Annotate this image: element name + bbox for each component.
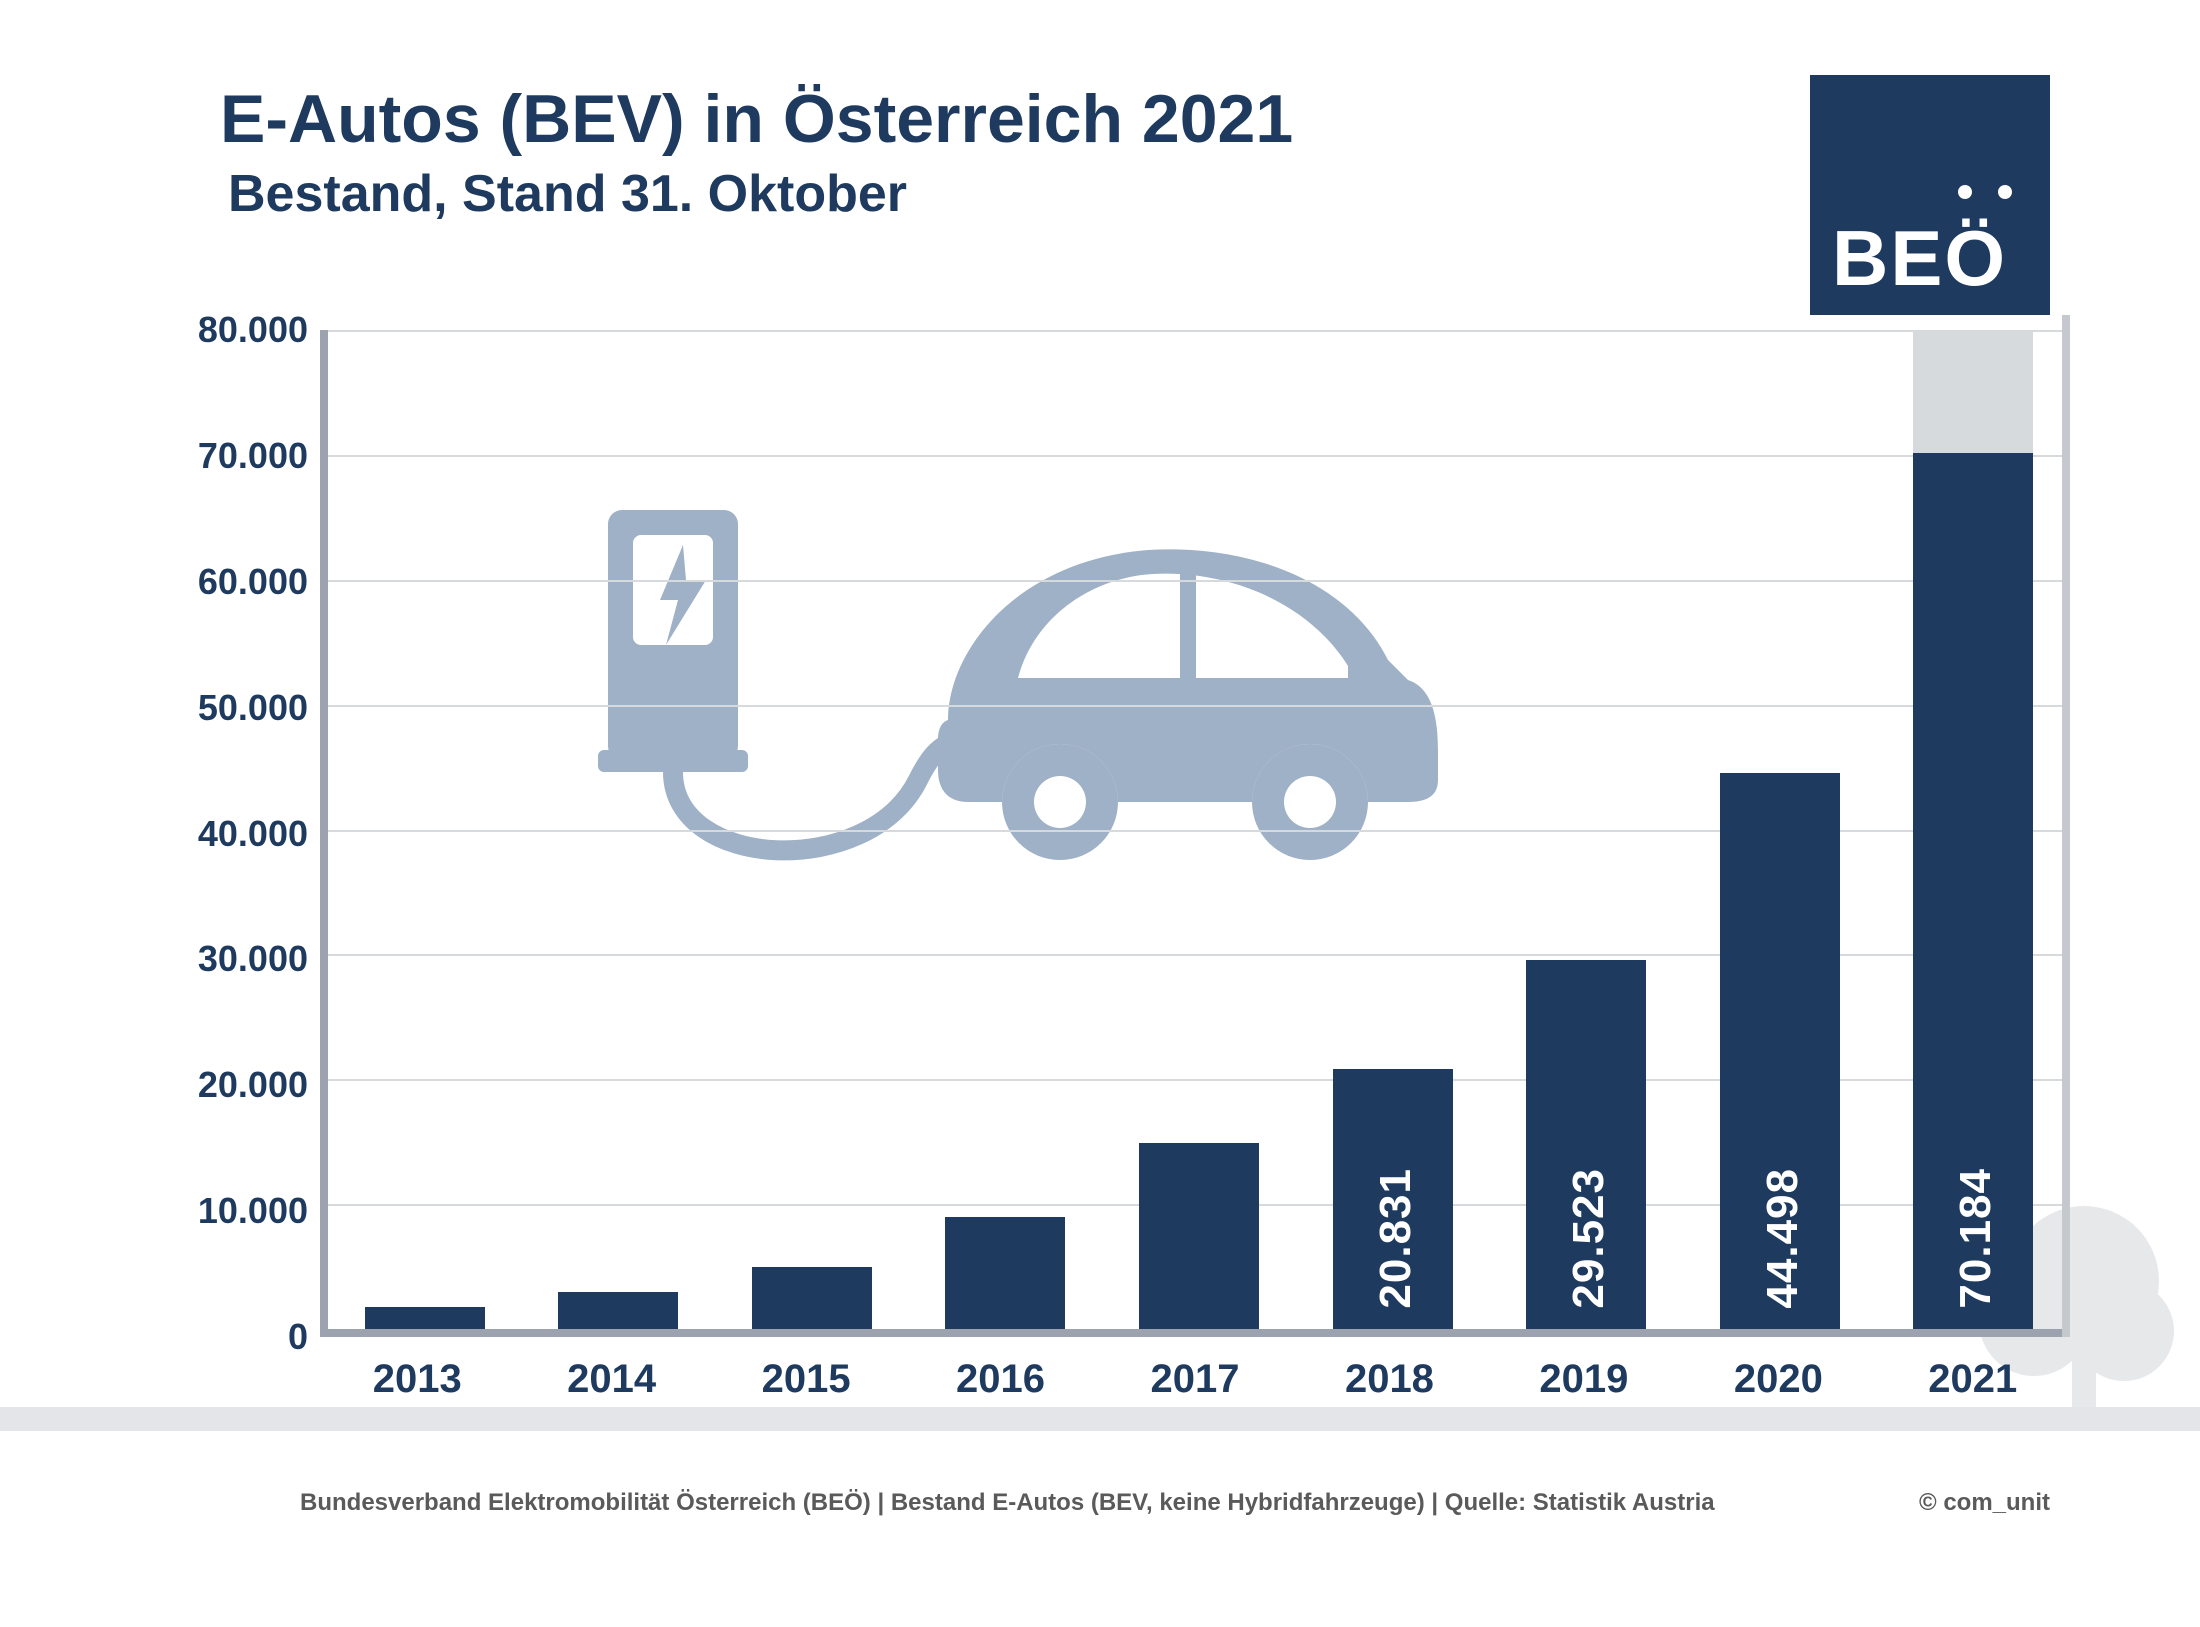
x-tick-label: 2015 <box>762 1357 851 1402</box>
x-tick-label: 2016 <box>956 1357 1045 1402</box>
ground-band <box>0 1407 2200 1431</box>
header: E-Autos (BEV) in Österreich 2021 Bestand… <box>220 80 2050 224</box>
bar: 29.523 <box>1526 960 1646 1329</box>
bar: 44.498 <box>1720 773 1840 1329</box>
y-tick-label: 80.000 <box>198 309 308 351</box>
x-tick-label: 2020 <box>1734 1357 1823 1402</box>
x-tick-label: 2017 <box>1151 1357 1240 1402</box>
y-tick-label: 10.000 <box>198 1190 308 1232</box>
x-tick-label: 2013 <box>373 1357 462 1402</box>
ev-charging-car-icon <box>588 450 1448 890</box>
bar <box>365 1307 485 1329</box>
footer: Bundesverband Elektromobilität Österreic… <box>300 1489 2050 1517</box>
plot: 20.831 29.523 44.498 70.184 <box>320 330 2070 1337</box>
y-tick-label: 30.000 <box>198 938 308 980</box>
page: E-Autos (BEV) in Österreich 2021 Bestand… <box>0 0 2200 1627</box>
gridline <box>328 330 2070 332</box>
chart-area: 0 10.000 20.000 30.000 40.000 50.000 60.000 70.… <box>150 330 2070 1407</box>
x-tick-label: 2014 <box>567 1357 656 1402</box>
logo-dots <box>1958 185 2012 199</box>
chart-subtitle: Bestand, Stand 31. Oktober <box>228 164 2050 224</box>
bar <box>558 1292 678 1329</box>
bar-value-label: 20.831 <box>1371 1168 1421 1309</box>
bar: 20.831 <box>1333 1069 1453 1329</box>
bar: 70.184 <box>1913 453 2033 1329</box>
logo-dot <box>1958 185 1972 199</box>
bar-value-label: 44.498 <box>1758 1168 1808 1309</box>
credit-text: © com_unit <box>1919 1489 2050 1517</box>
bar <box>945 1217 1065 1329</box>
x-tick-label: 2021 <box>1928 1357 2017 1402</box>
y-axis: 010.00020.00030.00040.00050.00060.00070.… <box>150 330 320 1337</box>
right-axis-line <box>2062 315 2070 1337</box>
chart-title: E-Autos (BEV) in Österreich 2021 <box>220 80 2050 158</box>
bar-value-label: 29.523 <box>1564 1168 1614 1309</box>
y-tick-label: 40.000 <box>198 813 308 855</box>
x-tick-label: 2018 <box>1345 1357 1434 1402</box>
gridline <box>328 455 2070 457</box>
x-axis-labels: 2013 2014 2015 2016 2017 2018 2019 2020 2021 <box>320 1345 2070 1407</box>
y-tick-label: 70.000 <box>198 435 308 477</box>
gridline <box>328 580 2070 582</box>
logo-dot <box>1998 185 2012 199</box>
logo-text: BEÖ <box>1832 219 2028 297</box>
plot-inner: 20.831 29.523 44.498 70.184 <box>328 330 2070 1329</box>
logo-box: BEÖ <box>1810 75 2050 315</box>
bar-value-label: 70.184 <box>1951 1168 2001 1309</box>
y-tick-label: 20.000 <box>198 1064 308 1106</box>
bar <box>1139 1143 1259 1329</box>
y-tick-label: 0 <box>288 1316 308 1358</box>
gridline <box>328 705 2070 707</box>
y-tick-label: 60.000 <box>198 561 308 603</box>
source-text: Bundesverband Elektromobilität Österreic… <box>300 1489 1715 1517</box>
y-tick-label: 50.000 <box>198 687 308 729</box>
x-tick-label: 2019 <box>1539 1357 1628 1402</box>
bar <box>752 1267 872 1329</box>
